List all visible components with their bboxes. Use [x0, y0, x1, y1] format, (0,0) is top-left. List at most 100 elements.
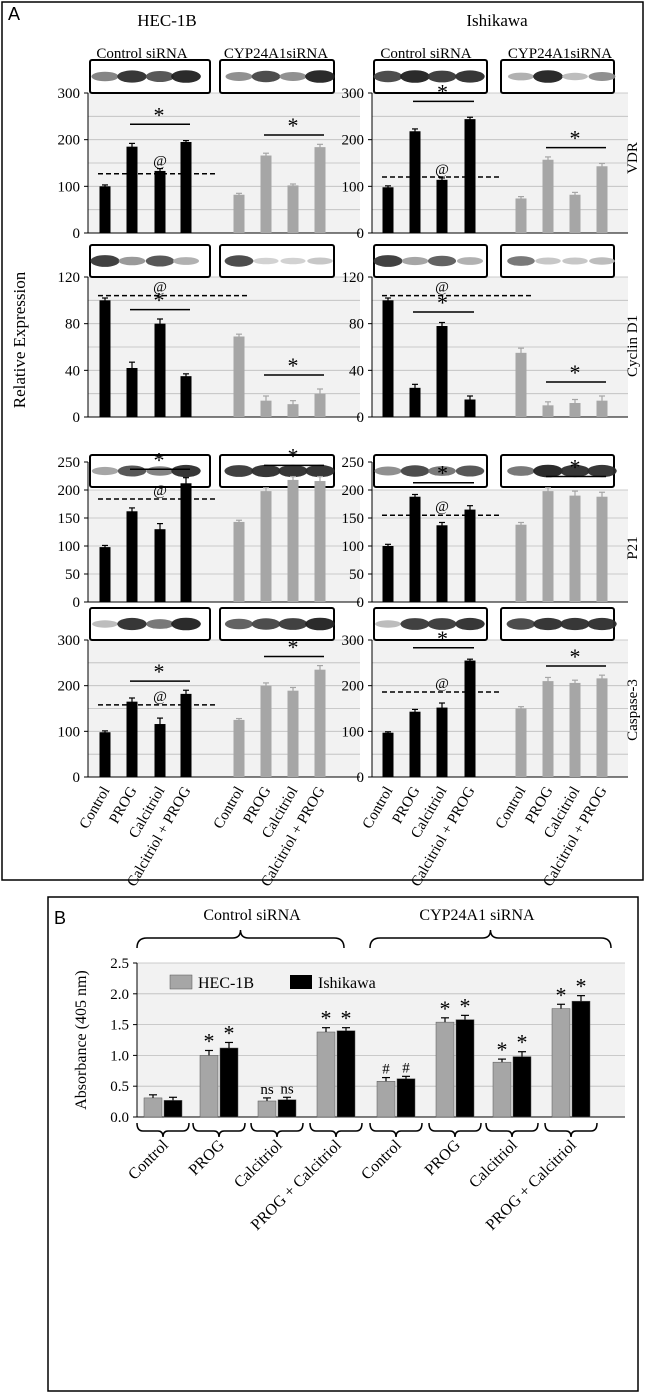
- panel-b-x-tick-label-6: Calcitriol: [466, 1136, 521, 1191]
- panel-b-x-tick-label-0: Control: [125, 1136, 172, 1183]
- sig-at-A-CCND1-ISH: @: [435, 280, 449, 296]
- bar-A-CCND1-HEC1B-cyp-0: [233, 336, 245, 417]
- bar-A-VDR-HEC1B-cyp-3: [314, 147, 326, 233]
- bar-A-VDR-ISH-cyp-3: [596, 166, 608, 233]
- y-tick-label-A-CCND1-HEC1B: 80: [65, 317, 80, 333]
- panel-b-label: B: [54, 908, 66, 928]
- blot-A-P21-HEC1B-control-band: [117, 465, 147, 477]
- group-label-hec1b-cyp: CYP24A1siRNA: [224, 46, 328, 62]
- panel-b-bar-HEC-1B-5: [435, 1021, 455, 1118]
- bar-A-CASP3-HEC1B-control-2: [154, 724, 166, 777]
- bar-A-CCND1-ISH-control-2: [436, 326, 448, 417]
- x-tick-label-Ishikawa-1-0: Control: [493, 784, 530, 832]
- panel-b-bar-HEC-1B-4: [376, 1081, 396, 1118]
- panel-a-label: A: [8, 4, 20, 24]
- blot-A-VDR-HEC1B-control-band: [145, 71, 175, 82]
- bar-A-P21-ISH-cyp-2: [569, 495, 581, 602]
- panel-b-group-bracket-4: [369, 1122, 423, 1138]
- bar-A-VDR-ISH-control-1: [409, 131, 421, 233]
- bar-A-CASP3-ISH-control-2: [436, 707, 448, 777]
- x-tick-label-HEC-1B-1-0: Control: [211, 784, 248, 832]
- bar-A-VDR-HEC1B-control-0: [99, 186, 111, 233]
- y-tick-label-A-P21-HEC1B: 150: [58, 511, 81, 527]
- panel-b-group-cyp: CYP24A1 siRNA: [419, 907, 535, 924]
- blot-A-P21-ISH-control-band: [428, 466, 456, 476]
- y-tick-label-A-CASP3-ISH: 300: [342, 633, 365, 649]
- bar-A-P21-HEC1B-control-2: [154, 529, 166, 602]
- panel-b-group-bracket-3: [309, 1122, 363, 1138]
- sig-at-A-CCND1-HEC1B: @: [153, 280, 167, 296]
- y-tick-label-A-P21-HEC1B: 250: [58, 455, 81, 471]
- group-label-ish-cyp: CYP24A1siRNA: [508, 46, 612, 62]
- y-tick-label-A-VDR-HEC1B: 200: [58, 133, 81, 149]
- blot-A-VDR-HEC1B-cyp-band: [225, 72, 253, 81]
- panel-b-annotation: *: [460, 993, 471, 1018]
- cell-title-hec1b: HEC-1B: [137, 11, 197, 30]
- y-tick-label-A-CASP3-HEC1B: 200: [58, 679, 81, 695]
- bar-A-VDR-ISH-control-0: [382, 187, 394, 233]
- bar-A-P21-ISH-control-1: [409, 496, 421, 602]
- blot-A-CCND1-ISH-control-band: [456, 257, 484, 265]
- blot-A-CCND1-HEC1B-cyp-band: [253, 257, 279, 265]
- panel-b-y-tick-label: 2.0: [110, 987, 129, 1003]
- blot-A-CCND1-HEC1B-control-band: [145, 255, 175, 267]
- bar-A-VDR-ISH-cyp-0: [515, 198, 527, 233]
- y-tick-label-A-CCND1-ISH: 80: [349, 317, 364, 333]
- bar-A-P21-ISH-control-0: [382, 546, 394, 602]
- panel-b-bar-HEC-1B-0: [143, 1097, 163, 1118]
- bar-A-CASP3-ISH-cyp-2: [569, 682, 581, 777]
- bar-A-P21-ISH-cyp-1: [542, 491, 554, 602]
- y-tick-label-A-VDR-ISH: 200: [342, 133, 365, 149]
- panel-b-brace-control: [136, 929, 345, 949]
- panel-b-group-bracket-1: [192, 1122, 246, 1138]
- y-tick-label-A-VDR-HEC1B: 0: [73, 226, 81, 242]
- bar-A-CCND1-HEC1B-control-1: [126, 368, 138, 417]
- bar-A-P21-ISH-control-3: [464, 509, 476, 602]
- panel-b-annotation: *: [497, 1037, 508, 1062]
- panel-b-annotation: #: [402, 1060, 410, 1076]
- sig-star-control-A-CCND1-HEC1B: *: [154, 288, 165, 313]
- blot-A-CASP3-HEC1B-control-band: [171, 617, 201, 631]
- blot-A-CASP3-HEC1B-control-band: [92, 620, 118, 628]
- sig-star-control-A-P21-ISH: *: [437, 461, 448, 486]
- legend-label-ishikawa: Ishikawa: [318, 975, 376, 992]
- blot-A-CASP3-ISH-control-band: [427, 618, 457, 630]
- y-tick-label-A-CCND1-HEC1B: 40: [65, 363, 80, 379]
- panel-b-x-tick-label-5: PROG: [422, 1136, 465, 1179]
- blot-A-P21-HEC1B-cyp-band: [224, 465, 254, 477]
- y-tick-label-A-CASP3-ISH: 0: [357, 770, 365, 786]
- blot-A-CCND1-HEC1B-control-band: [90, 255, 120, 267]
- blot-A-CASP3-ISH-cyp-band: [560, 617, 590, 631]
- bar-A-P21-HEC1B-control-0: [99, 547, 111, 602]
- blot-A-CASP3-ISH-cyp-band: [506, 618, 536, 630]
- panel-b-annotation: *: [224, 1020, 235, 1045]
- bar-A-CCND1-HEC1B-control-2: [154, 323, 166, 417]
- panel-b-annotation: *: [556, 982, 567, 1007]
- y-tick-label-A-VDR-HEC1B: 100: [58, 179, 81, 195]
- sig-at-A-CASP3-HEC1B: @: [153, 689, 167, 705]
- blot-A-CCND1-ISH-cyp-band: [507, 256, 535, 266]
- blot-A-P21-HEC1B-cyp-band: [305, 464, 335, 478]
- panel-b-bar-Ishikawa-0: [163, 1100, 183, 1118]
- blot-A-VDR-HEC1B-cyp-band: [251, 70, 281, 83]
- blot-A-VDR-HEC1B-control-band: [171, 70, 201, 83]
- panel-a-frame: [1, 1, 644, 881]
- row-title-CCND1: Cyclin D1: [625, 315, 641, 377]
- y-tick-label-A-P21-ISH: 50: [349, 567, 364, 583]
- bar-A-CCND1-ISH-cyp-1: [542, 405, 554, 417]
- sig-star-cyp-A-CCND1-ISH: *: [570, 360, 581, 385]
- y-tick-label-A-P21-HEC1B: 50: [65, 567, 80, 583]
- blot-A-CASP3-HEC1B-control-band: [146, 619, 174, 629]
- bar-A-CCND1-ISH-cyp-0: [515, 352, 527, 417]
- blot-A-CASP3-ISH-control-band: [375, 620, 401, 628]
- panel-b-bar-Ishikawa-7: [571, 1000, 591, 1118]
- bar-A-CASP3-HEC1B-cyp-2: [287, 690, 299, 777]
- bar-A-CASP3-HEC1B-control-3: [180, 693, 192, 777]
- blot-A-VDR-HEC1B-control-band: [91, 71, 119, 82]
- blot-A-P21-HEC1B-control-band: [171, 464, 201, 478]
- blot-A-CASP3-ISH-control-band: [400, 618, 430, 630]
- blot-A-VDR-ISH-cyp-band: [533, 70, 563, 83]
- y-tick-label-A-VDR-ISH: 0: [357, 226, 365, 242]
- bar-A-CASP3-HEC1B-cyp-0: [233, 719, 245, 777]
- y-tick-label-A-VDR-HEC1B: 300: [58, 86, 81, 102]
